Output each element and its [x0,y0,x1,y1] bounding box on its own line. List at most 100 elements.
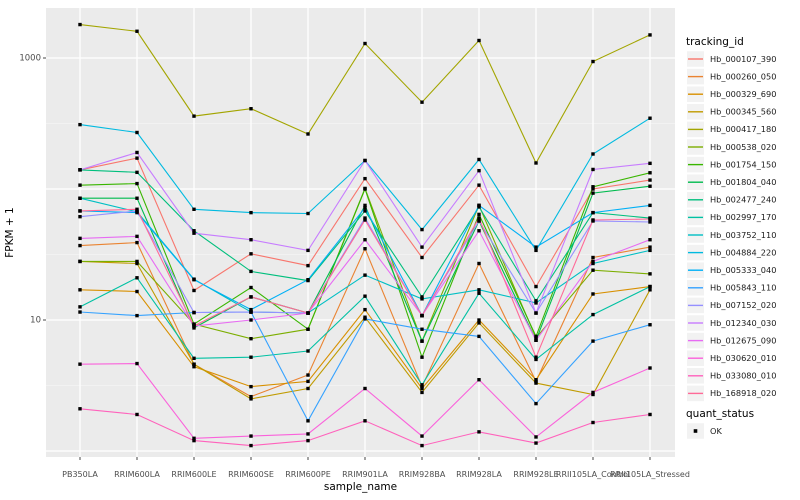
data-point [135,156,139,160]
data-point [249,107,253,111]
data-point [534,299,538,303]
data-point [363,158,367,163]
data-point [591,312,595,317]
x-tick-label: PB350LA [62,470,98,479]
data-point [249,384,253,389]
legend-label: Hb_007152_020 [710,300,776,310]
data-point [78,407,82,411]
data-point [192,229,196,233]
data-point [249,434,253,438]
data-point [591,187,595,191]
data-point [306,373,310,377]
data-point [534,338,538,342]
legend-item-Hb_001754_150: Hb_001754_150 [687,156,776,173]
legend-label: Hb_002477_240 [710,195,776,205]
data-point [135,207,139,211]
data-point [135,181,139,186]
legend-label: Hb_000417_180 [710,124,776,134]
data-point [249,355,253,359]
data-point [534,355,538,359]
data-point [192,362,196,366]
data-point [648,33,652,37]
data-point [420,390,424,395]
data-point [363,238,367,242]
data-point [249,210,253,215]
legend-label: Hb_000107_390 [710,54,776,64]
data-point [249,443,253,448]
data-point [363,216,367,220]
data-point [477,291,481,295]
data-point [78,183,82,187]
legend-item-Hb_000329_690: Hb_000329_690 [687,86,776,102]
data-point [192,278,196,282]
data-point [306,211,310,216]
data-point [192,322,196,326]
legend-label: Hb_005333_040 [710,265,776,275]
data-point [534,378,538,382]
data-point [78,288,82,292]
data-point [420,443,424,448]
data-point [477,183,481,187]
data-point [420,386,424,391]
data-point [363,386,367,391]
data-point [591,259,595,264]
data-point [534,311,538,315]
data-point [477,168,481,173]
data-point [591,339,595,343]
legend-label: Hb_168918_020 [710,388,776,398]
data-point [534,401,538,406]
data-point [477,38,481,43]
data-point [135,259,139,264]
data-point [363,419,367,423]
data-point [78,214,82,219]
data-point [534,357,538,362]
data-point [306,432,310,436]
data-point [78,259,82,264]
data-point [420,339,424,343]
data-point [78,122,82,127]
data-point [591,152,595,156]
data-point [591,261,595,266]
x-tick-label: RRIM928BA [399,470,446,479]
legend-label: Hb_003752_110 [710,230,776,240]
legend-item-Hb_000417_180: Hb_000417_180 [687,121,776,138]
data-point [591,292,595,296]
data-point [477,430,481,434]
data-point [249,336,253,341]
data-point [534,301,538,305]
legend-item-Hb_012340_030: Hb_012340_030 [687,315,776,331]
legend-label: Hb_000260_050 [710,71,776,81]
data-point [306,438,310,443]
data-point [249,238,253,242]
data-point [477,378,481,382]
legend-title-quant-status: quant_status [686,408,754,420]
data-point [363,247,367,251]
data-point [306,327,310,331]
data-point [420,384,424,389]
legend-item-Hb_000260_050: Hb_000260_050 [687,68,776,85]
data-point [192,326,196,330]
data-point [192,324,196,328]
data-point [420,355,424,359]
data-point [192,288,196,293]
legend-label: Hb_005843_110 [710,283,776,293]
data-point [363,294,367,298]
data-point [192,356,196,361]
data-point [648,184,652,188]
data-point [249,295,253,299]
data-point [306,263,310,268]
legend-item-Hb_005333_040: Hb_005333_040 [687,262,776,278]
data-point [192,114,196,118]
data-point [648,366,652,370]
legend-label: Hb_000329_690 [710,89,776,99]
data-point [363,218,367,222]
data-point [420,295,424,299]
data-point [648,284,652,289]
data-point [135,29,139,33]
data-point [648,178,652,182]
legend-label: Hb_000345_560 [710,107,776,117]
x-tick-label: RRIM600SE [228,470,274,479]
data-point [78,236,82,241]
data-point [135,130,139,135]
